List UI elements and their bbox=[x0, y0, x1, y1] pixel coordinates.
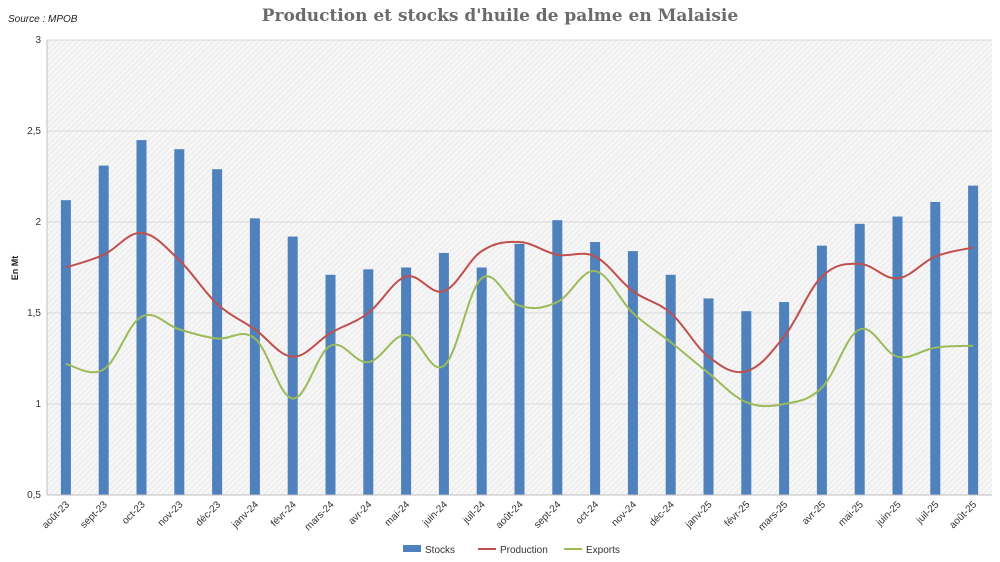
y-tick-label: 1,5 bbox=[27, 308, 41, 319]
bar-stocks bbox=[438, 252, 449, 495]
bar-stocks bbox=[249, 218, 260, 496]
x-tick-label: sept-23 bbox=[78, 499, 110, 531]
y-tick-label: 3 bbox=[35, 35, 41, 46]
x-tick-label: nov-24 bbox=[610, 499, 640, 529]
bar-stocks bbox=[363, 269, 374, 495]
x-tick-label: juin-25 bbox=[874, 499, 904, 529]
x-tick-label: août-23 bbox=[40, 499, 72, 531]
x-tick-label: sept-24 bbox=[532, 499, 564, 531]
bar-stocks bbox=[514, 243, 525, 495]
bar-stocks bbox=[552, 220, 563, 495]
legend-item-production: Production bbox=[478, 545, 548, 556]
x-tick-label: déc-23 bbox=[194, 499, 224, 529]
bar-stocks bbox=[476, 267, 487, 495]
x-tick-label: janv-25 bbox=[683, 499, 715, 531]
legend-label: Production bbox=[500, 545, 548, 556]
y-axis-label: En Mt bbox=[10, 256, 20, 281]
bar-stocks bbox=[401, 267, 412, 495]
legend: Stocks Production Exports bbox=[403, 545, 620, 556]
line-exports bbox=[65, 270, 974, 408]
x-tick-label: mai-24 bbox=[383, 499, 413, 529]
bar-stocks bbox=[287, 236, 298, 495]
bar-stocks bbox=[590, 242, 601, 495]
x-tick-label: nov-23 bbox=[156, 499, 186, 529]
bars bbox=[60, 140, 979, 496]
y-tick-label: 0,5 bbox=[27, 490, 41, 501]
x-tick-label: août-24 bbox=[494, 499, 526, 531]
x-tick-label: août-25 bbox=[947, 499, 979, 531]
y-tick-label: 2,5 bbox=[27, 126, 41, 137]
x-tick-label: janv-24 bbox=[229, 499, 261, 531]
bar-stocks bbox=[703, 298, 714, 495]
bar-stocks bbox=[325, 274, 336, 495]
x-tick-label: oct-24 bbox=[574, 499, 602, 527]
y-axis: 0,5 1 1,5 2 2,5 3 bbox=[27, 35, 992, 501]
x-tick-label: févr-24 bbox=[269, 499, 299, 529]
x-tick-label: mai-25 bbox=[836, 499, 866, 529]
x-tick-label: mars-24 bbox=[303, 499, 337, 533]
bar-stocks bbox=[779, 302, 790, 495]
bar-stocks bbox=[174, 149, 185, 495]
x-tick-label: avr-24 bbox=[347, 499, 375, 527]
legend-item-stocks: Stocks bbox=[403, 545, 455, 556]
bar-stocks bbox=[968, 185, 979, 495]
bar-stocks bbox=[60, 200, 71, 495]
bar-stocks bbox=[627, 251, 638, 495]
bar-stocks bbox=[98, 165, 109, 495]
lines bbox=[65, 231, 974, 408]
legend-label: Exports bbox=[586, 545, 620, 556]
bar-stocks bbox=[816, 245, 827, 495]
line-production bbox=[65, 231, 974, 374]
y-tick-label: 1 bbox=[35, 399, 41, 410]
x-tick-label: févr-25 bbox=[723, 499, 753, 529]
x-tick-label: juin-24 bbox=[420, 499, 450, 529]
x-tick-label: juil-24 bbox=[460, 499, 488, 527]
x-tick-label: juil-25 bbox=[914, 499, 942, 527]
x-tick-label: déc-24 bbox=[647, 499, 677, 529]
source-note: Source : MPOB bbox=[8, 14, 78, 25]
x-axis: août-23 sept-23 oct-23 nov-23 déc-23 janv-24 f… bbox=[40, 499, 979, 533]
legend-label: Stocks bbox=[425, 545, 455, 556]
x-tick-label: oct-23 bbox=[120, 499, 148, 527]
chart-title: Production et stocks d'huile de palme en… bbox=[261, 6, 739, 26]
bar-stocks bbox=[212, 169, 223, 495]
y-tick-label: 2 bbox=[35, 217, 41, 228]
legend-swatch bbox=[403, 545, 421, 552]
bar-stocks bbox=[665, 274, 676, 495]
legend-item-exports: Exports bbox=[564, 545, 620, 556]
x-tick-label: avr-25 bbox=[800, 499, 828, 527]
x-tick-label: mars-25 bbox=[757, 499, 791, 533]
bar-stocks bbox=[854, 223, 865, 495]
